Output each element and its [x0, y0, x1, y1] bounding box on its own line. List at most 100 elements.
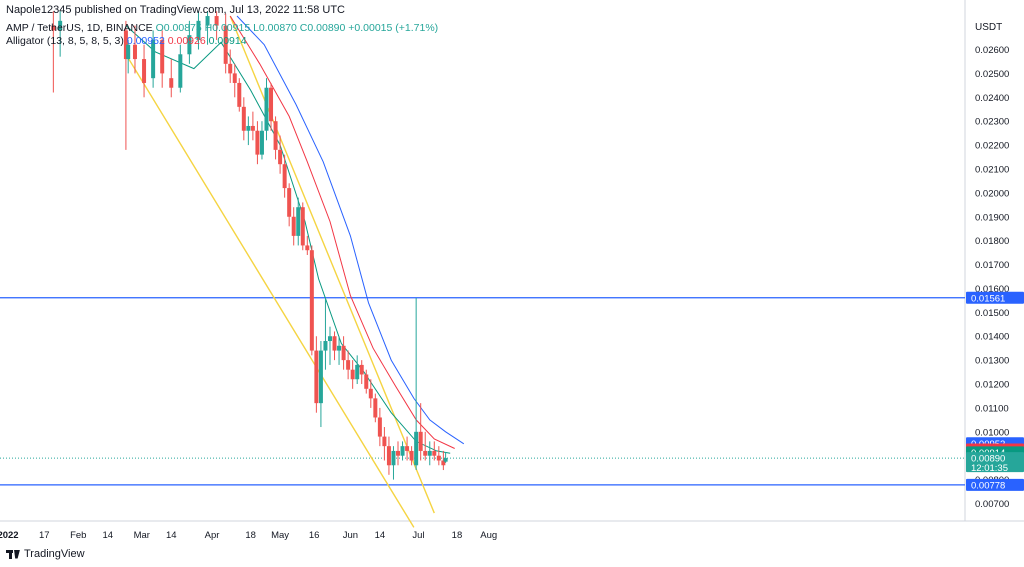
candle-body: [373, 398, 378, 418]
y-tick-label: 0.01800: [975, 236, 1009, 247]
candle-body: [291, 216, 296, 236]
candle-body: [318, 350, 323, 404]
candle-body: [341, 345, 346, 361]
candle-body: [160, 39, 165, 74]
candle-body: [169, 78, 174, 88]
y-tick-label: 0.02400: [975, 93, 1009, 104]
alligator-jaw-value: 0.00952: [126, 35, 165, 47]
candle-body: [300, 207, 305, 246]
candle-body: [427, 450, 432, 456]
candle-body: [287, 188, 292, 217]
candle-body: [359, 364, 364, 375]
x-tick-label: Jun: [343, 530, 358, 541]
candle-body: [296, 207, 301, 236]
candle-body: [305, 245, 310, 251]
candle-body: [282, 164, 287, 189]
candle-body: [214, 16, 219, 26]
candle-body: [332, 336, 337, 351]
price-label-text: 0.00890: [971, 454, 1005, 465]
x-tick-label: Aug: [480, 530, 497, 541]
price-label-text: 0.01561: [971, 293, 1005, 304]
candle-body: [377, 417, 382, 437]
alligator-label: Alligator (13, 8, 5, 8, 5, 3): [6, 35, 124, 47]
x-tick-label: 18: [245, 530, 256, 541]
y-tick-label: 0.01900: [975, 212, 1009, 223]
y-tick-label: 0.01500: [975, 308, 1009, 319]
alligator-teeth-value: 0.00926: [167, 35, 206, 47]
candle-body: [178, 54, 183, 88]
candle-body: [142, 59, 147, 83]
candle-body: [255, 130, 260, 155]
trendline: [229, 15, 435, 514]
tradingview-logo-icon: [6, 549, 20, 559]
y-tick-label: 0.01300: [975, 356, 1009, 367]
candle-body: [350, 369, 355, 380]
candle-body: [132, 44, 137, 60]
candle-body: [58, 20, 63, 31]
candle-body: [228, 63, 233, 74]
candle-body: [196, 20, 201, 40]
candle-body: [151, 39, 156, 79]
candle-body: [382, 436, 387, 447]
candle-body: [400, 446, 405, 456]
y-tick-label: 0.02500: [975, 69, 1009, 80]
candle-body: [259, 130, 264, 155]
candle-body: [391, 450, 396, 466]
candle-body: [396, 450, 401, 456]
candle-body: [241, 106, 246, 131]
alligator-legend[interactable]: Alligator (13, 8, 5, 8, 5, 3) 0.00952 0.…: [6, 35, 247, 47]
candle-body: [368, 388, 373, 399]
y-tick-label: 0.01700: [975, 260, 1009, 271]
candle-body: [409, 450, 414, 461]
currency-label: USDT: [975, 22, 1002, 33]
tradingview-brand[interactable]: TradingView: [6, 548, 85, 560]
candle-body: [432, 450, 437, 456]
alligator-teeth-line: [229, 15, 455, 449]
candle-body: [250, 125, 255, 131]
candle-body: [364, 374, 369, 389]
candle-body: [123, 30, 128, 60]
ohlc-values: O0.00875 H0.00915 L0.00870 C0.00890 +0.0…: [155, 22, 439, 34]
x-tick-label: 14: [375, 530, 386, 541]
y-tick-label: 0.01400: [975, 332, 1009, 343]
candle-body: [264, 87, 269, 131]
candle-body: [405, 446, 410, 451]
candle-body: [441, 460, 446, 466]
x-tick-label: 14: [102, 530, 113, 541]
candle-body: [126, 44, 131, 60]
y-tick-label: 0.02300: [975, 117, 1009, 128]
price-label-box: [966, 291, 1024, 304]
tradingview-brand-name: TradingView: [24, 548, 85, 560]
candle-body: [237, 82, 242, 107]
symbol-legend[interactable]: AMP / TetherUS, 1D, BINANCE O0.00875 H0.…: [6, 22, 438, 34]
alligator-jaw-line: [236, 15, 465, 445]
x-tick-label: 2022: [0, 530, 19, 541]
candles-group: [51, 11, 448, 480]
symbol-name: AMP / TetherUS, 1D, BINANCE: [6, 22, 153, 34]
candle-body: [355, 364, 360, 380]
candle-body: [205, 16, 210, 26]
y-tick-label: 0.01200: [975, 380, 1009, 391]
x-tick-label: 14: [166, 530, 177, 541]
publisher-line: Napole12345 published on TradingView.com…: [6, 4, 345, 16]
trendline: [125, 53, 415, 528]
candle-body: [223, 25, 228, 64]
price-label-text: 0.00778: [971, 480, 1005, 491]
y-tick-label: 0.01000: [975, 427, 1009, 438]
x-tick-label: Apr: [205, 530, 220, 541]
x-tick-label: Mar: [134, 530, 150, 541]
candle-body: [309, 250, 314, 351]
candle-body: [436, 455, 441, 461]
candle-body: [273, 121, 278, 150]
y-tick-label: 0.02600: [975, 45, 1009, 56]
candle-body: [51, 25, 56, 31]
candle-body: [423, 450, 428, 456]
x-tick-label: 18: [452, 530, 463, 541]
y-tick-label: 0.01100: [975, 403, 1009, 414]
candle-body: [232, 73, 237, 83]
y-tick-label: 0.00700: [975, 499, 1009, 510]
y-tick-label: 0.01600: [975, 284, 1009, 295]
candle-body: [337, 345, 342, 351]
candle-body: [187, 35, 192, 55]
